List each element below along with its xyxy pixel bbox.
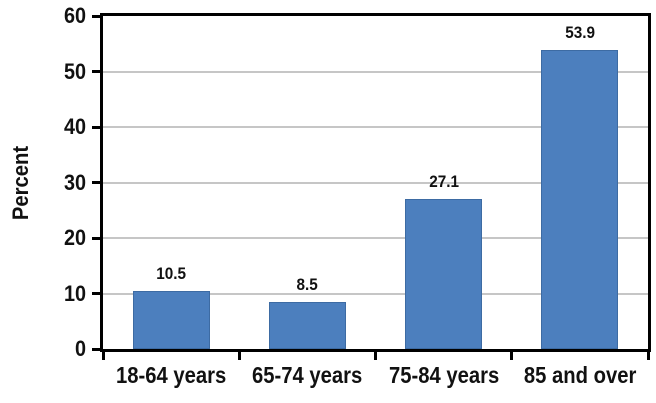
bar (405, 198, 483, 349)
gridline (103, 292, 648, 295)
y-axis-tick (92, 181, 100, 184)
y-tick-label: 30 (63, 169, 86, 195)
y-tick-label: 50 (63, 58, 86, 84)
x-axis-tick (237, 352, 241, 360)
y-tick-label: 40 (63, 114, 86, 139)
gridline (103, 70, 648, 73)
bar-value-label: 53.9 (564, 22, 595, 42)
y-axis-tick (92, 347, 100, 351)
y-tick-label: 60 (63, 3, 86, 28)
gridline (103, 237, 648, 239)
bar-value-label: 10.5 (156, 263, 187, 283)
gridline (103, 126, 648, 128)
bar (541, 49, 619, 349)
bar-value-label: 27.1 (428, 171, 459, 191)
y-tick-label: 10 (63, 280, 86, 306)
x-axis-label: 18-64 years (115, 362, 227, 388)
y-tick-label: 20 (63, 225, 86, 250)
x-axis-tick (510, 352, 514, 360)
bar (268, 301, 346, 349)
gridline (103, 181, 648, 184)
y-axis-tick (92, 236, 100, 240)
y-axis-tick (92, 292, 100, 295)
bar (132, 290, 210, 349)
x-axis-label: 65-74 years (252, 362, 363, 388)
x-axis-tick (101, 352, 105, 360)
y-tick-label: 0 (74, 336, 86, 361)
y-axis-tick (92, 14, 100, 18)
y-axis-tick (92, 125, 100, 129)
x-axis-label: 85 and over (523, 362, 637, 388)
y-axis-tick (92, 70, 100, 73)
x-axis-label: 75-84 years (388, 362, 499, 388)
x-axis-tick (374, 352, 377, 360)
bar-value-label: 8.5 (296, 274, 319, 294)
x-axis-tick (646, 352, 650, 360)
plot-area: 10.5 8.5 27.1 53.9 (100, 13, 651, 352)
